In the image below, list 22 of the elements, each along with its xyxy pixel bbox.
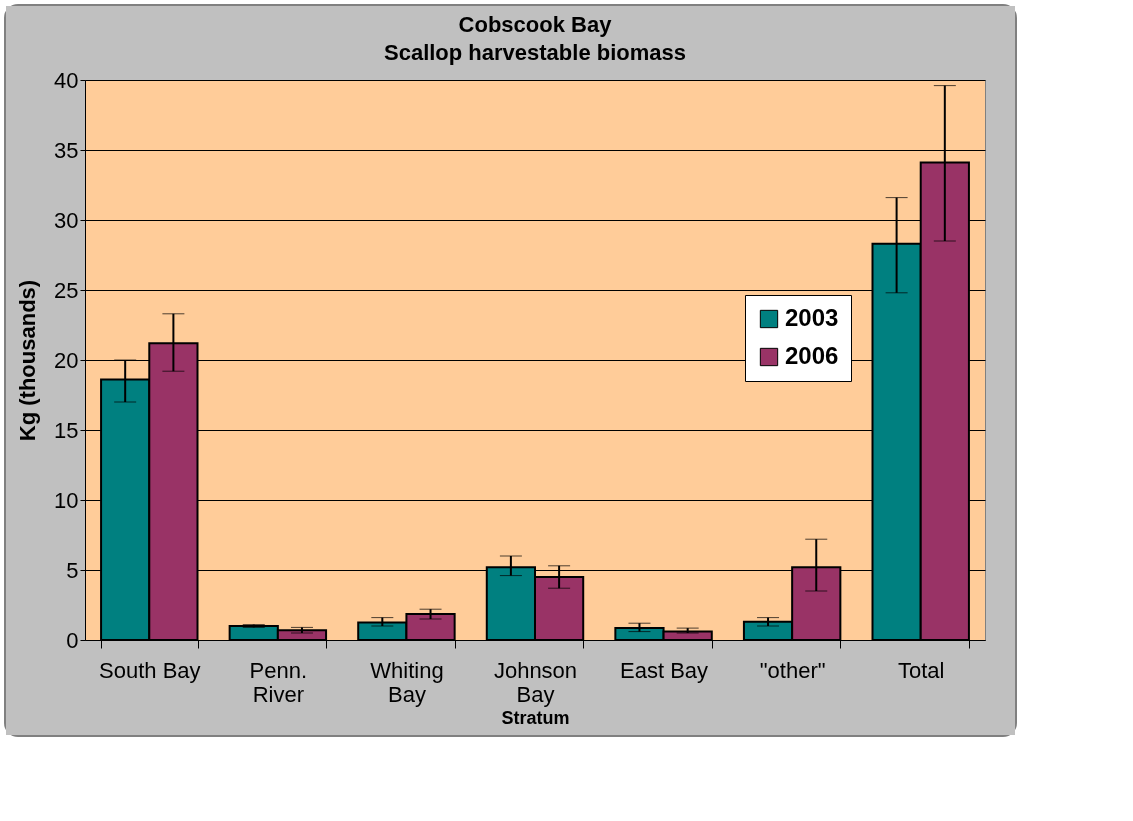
x-tick-label: Total xyxy=(897,657,945,683)
y-tick-label: 20 xyxy=(54,347,79,373)
x-tick-label: East Bay xyxy=(620,657,709,683)
y-tick-label: 5 xyxy=(66,557,79,583)
x-tick-label: "other" xyxy=(759,657,826,683)
x-tick-label: Whiting Bay xyxy=(370,657,444,707)
legend-label: 2003 xyxy=(785,304,839,331)
y-tick-label: 15 xyxy=(54,417,79,443)
y-axis-title: Kg (thousands) xyxy=(15,279,41,442)
x-axis-title: Stratum xyxy=(501,707,570,728)
y-tick-label: 25 xyxy=(54,277,79,303)
x-tick-label: Johnson Bay xyxy=(493,657,578,707)
x-tick-label: Penn. River xyxy=(249,657,308,707)
y-tick-label: 10 xyxy=(54,487,79,513)
y-tick-label: 0 xyxy=(66,627,79,653)
x-tick-label: South Bay xyxy=(99,657,201,683)
y-tick-label: 40 xyxy=(54,67,79,93)
chart-subtitle: Scallop harvestable biomass xyxy=(383,40,687,65)
y-tick-label: 35 xyxy=(54,137,79,163)
chart-title: Cobscook Bay xyxy=(458,12,613,37)
legend-label: 2006 xyxy=(785,342,839,369)
y-tick-label: 30 xyxy=(54,207,79,233)
